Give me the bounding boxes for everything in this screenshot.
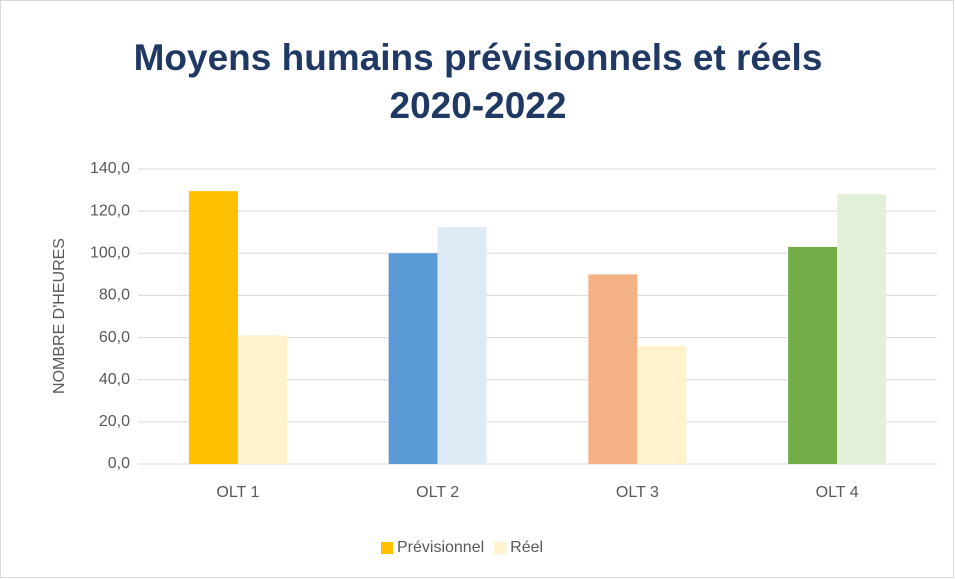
bar: [588, 274, 638, 464]
y-tick-label: 0,0: [108, 455, 130, 472]
bar: [637, 346, 687, 464]
bar: [237, 335, 287, 464]
legend-swatch: [494, 542, 507, 554]
x-tick-label: OLT 2: [416, 484, 459, 501]
bar: [788, 246, 838, 464]
legend-label: Réel: [510, 539, 543, 556]
y-tick-label: 140,0: [90, 160, 130, 177]
y-tick-label: 20,0: [99, 413, 130, 430]
y-axis-label: NOMBRE D'HEURES: [51, 238, 68, 394]
bar: [388, 253, 438, 464]
bar: [188, 191, 238, 464]
legend-label: Prévisionnel: [397, 539, 484, 556]
x-tick-label: OLT 4: [816, 484, 859, 501]
chart-title: 2020-2022: [390, 85, 567, 126]
y-tick-label: 80,0: [99, 287, 130, 304]
legend-swatch: [381, 542, 393, 554]
chart-title: Moyens humains prévisionnels et réels: [134, 37, 823, 78]
y-tick-label: 40,0: [99, 371, 130, 388]
bar: [437, 226, 487, 464]
y-tick-label: 120,0: [90, 202, 130, 219]
y-tick-label: 60,0: [99, 329, 130, 346]
bar: [837, 194, 887, 465]
x-tick-label: OLT 3: [616, 484, 659, 501]
y-tick-label: 100,0: [90, 245, 130, 262]
x-tick-label: OLT 1: [216, 484, 259, 501]
